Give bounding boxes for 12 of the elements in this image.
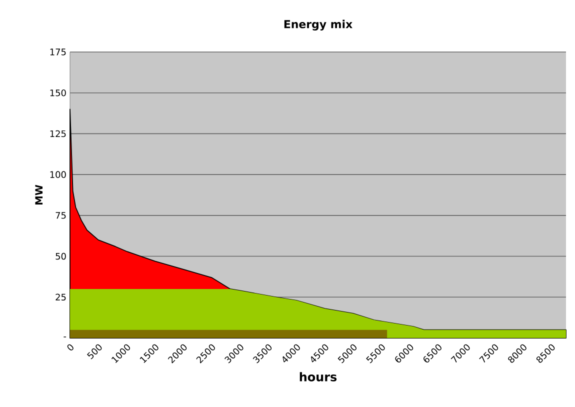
y-tick-label: 25 — [56, 294, 66, 301]
x-axis-title: hours — [300, 372, 337, 382]
y-tick-label: 175 — [50, 48, 66, 56]
chart-title: Energy mix — [284, 20, 352, 30]
y-tick-label: 125 — [50, 130, 66, 138]
x-tick-label: 0 — [67, 344, 74, 350]
y-tick-label: 50 — [56, 252, 66, 260]
y-tick-label: 150 — [50, 89, 66, 96]
y-tick-label: 100 — [50, 171, 66, 178]
y-tick-label: 75 — [56, 212, 66, 219]
y-tick-label: - — [64, 336, 66, 338]
y-axis-title: MW — [35, 184, 43, 205]
